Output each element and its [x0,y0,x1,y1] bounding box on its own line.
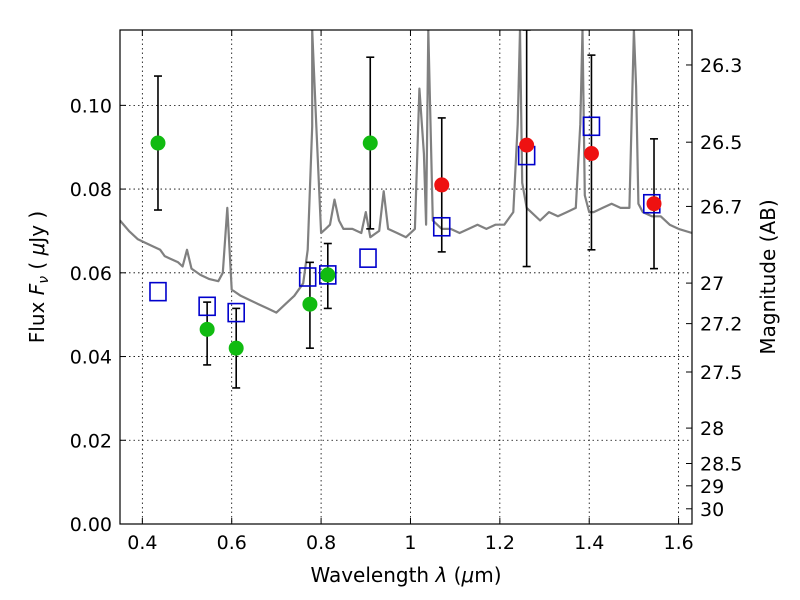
plot-area [120,30,692,389]
y2-tick-label: 27 [700,273,724,295]
axes: 0.4 0.6 0.8 1 1.2 1.4 1.6 0.00 0.02 0.04 0.06 0.08 0… [70,30,742,554]
plot-frame [119,29,693,525]
model-square [582,116,601,137]
x-axis-title: Wavelength λ (μm) [310,563,501,587]
spectrum-line [120,30,692,314]
data-point [150,135,166,151]
x-tick-label: 1 [404,532,416,554]
grid-lines [120,30,692,524]
x-tick-label: 1.2 [485,532,515,554]
y2-tick-label: 26.3 [700,55,742,77]
y2-tick-label: 29 [700,476,724,498]
data-point [302,296,318,312]
y-tick-label: 0.08 [70,179,112,201]
y-tick-label: 0.02 [70,430,112,452]
model-square [227,302,245,323]
x-tick-label: 1.6 [663,532,693,554]
x-tick-label: 0.8 [306,532,336,554]
y2-tick-label: 27.2 [700,314,742,336]
data-point [434,177,450,193]
model-square [149,281,167,302]
y2-tick-label: 27.5 [700,362,742,384]
y2-tick-label: 28.5 [700,453,742,475]
y2-axis-title: Magnitude (AB) [756,199,780,354]
model-square [198,296,216,317]
y-tick-label: 0.04 [70,347,112,369]
model-square [318,265,337,285]
model-square [359,248,377,268]
y-tick-label: 0.06 [70,263,112,285]
y2-tick-label: 26.7 [700,196,742,218]
data-point [320,267,336,283]
data-point [228,340,244,356]
y-tick-label: 0.10 [70,95,112,117]
model-square [298,267,317,287]
y-axis-title: Flux Fν ( μJy ) [25,211,52,343]
y2-tick-label: 28 [700,418,724,440]
y2-tick-label: 26.5 [700,132,742,154]
data-point [519,137,535,153]
x-tick-label: 1.4 [574,532,604,554]
data-point [646,196,662,212]
y2-tick-label: 30 [700,499,724,521]
model-square [432,216,451,237]
x-tick-label: 0.6 [217,532,247,554]
y-tick-label: 0.00 [70,514,112,536]
x-tick-label: 0.4 [127,532,157,554]
data-point [199,321,215,337]
data-point [583,146,599,161]
data-point [362,135,378,151]
